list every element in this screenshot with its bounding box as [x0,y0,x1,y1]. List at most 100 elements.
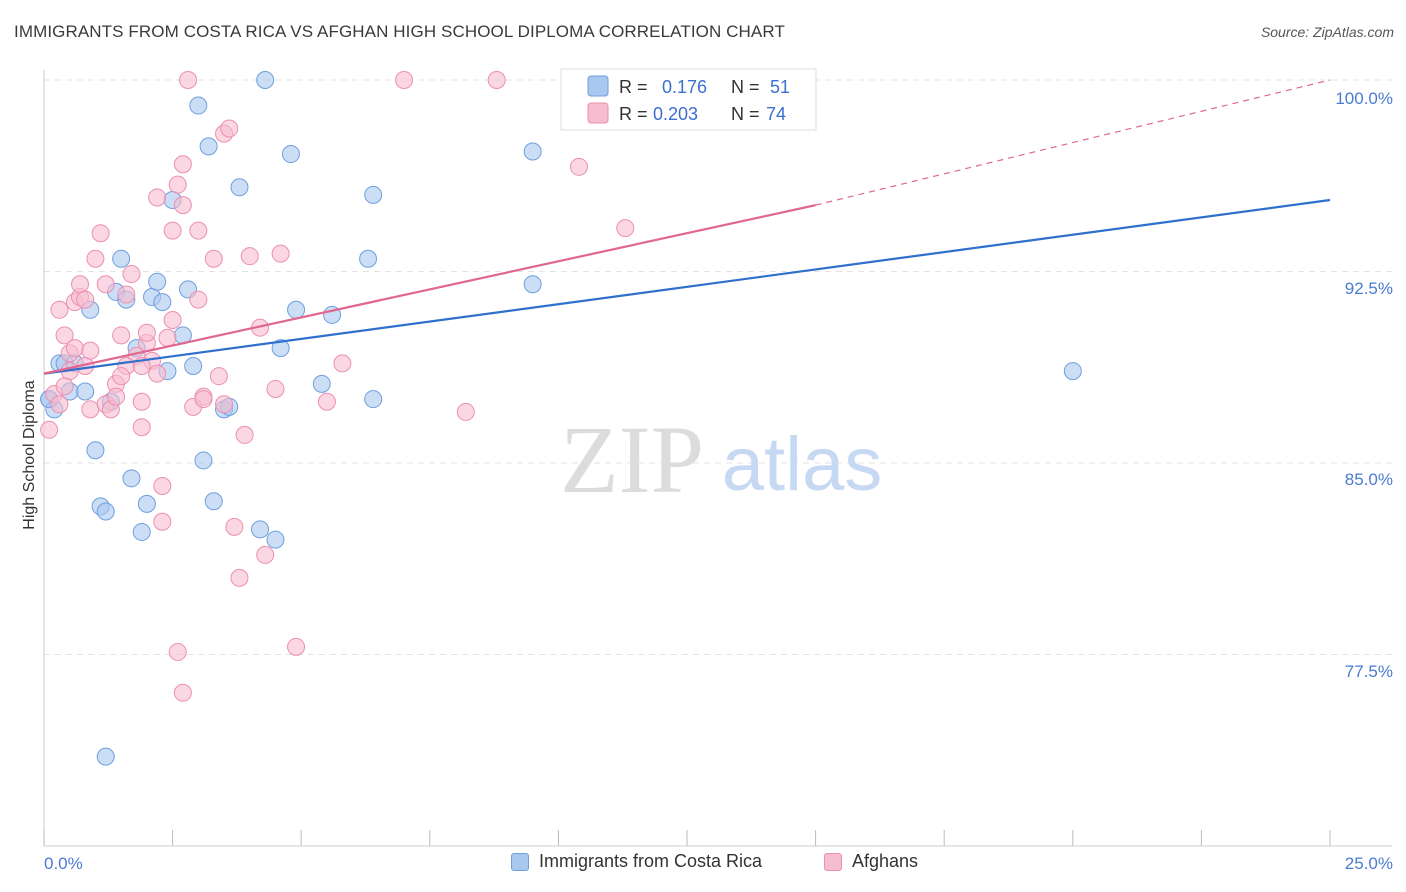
point-afghans [107,387,126,406]
point-costa-rica [251,520,270,539]
point-costa-rica [86,441,105,460]
legend-r-value-pink: 0.203 [653,104,698,124]
point-costa-rica [230,178,249,197]
point-costa-rica [122,469,141,488]
point-costa-rica [281,145,300,164]
point-afghans [112,367,131,386]
watermark: ZIP atlas [560,406,882,513]
point-costa-rica [364,390,383,409]
point-costa-rica [112,249,131,268]
point-afghans [189,290,208,309]
legend-swatch-blue [587,75,609,97]
x-tick-label-min: 0.0% [44,854,83,873]
legend-n-value-blue: 51 [770,77,790,97]
point-afghans [173,683,192,702]
series-afghans-points [40,71,635,702]
point-afghans [71,275,90,294]
point-afghans [256,545,275,564]
point-afghans [148,188,167,207]
watermark-atlas: atlas [722,422,883,507]
point-afghans [55,326,74,345]
x-tick-label-max: 25.0% [1345,854,1393,873]
point-afghans [158,328,177,347]
trend-line-afghans-extension [815,79,1331,206]
point-afghans [76,290,95,309]
point-afghans [81,400,100,419]
point-afghans [204,249,223,268]
legend-swatch-costa-rica [511,852,529,871]
point-afghans [173,196,192,215]
point-costa-rica [184,356,203,375]
legend-r-value-blue: 0.176 [662,77,707,97]
legend-label-costa-rica: Immigrants from Costa Rica [539,851,763,871]
point-costa-rica [1063,362,1082,381]
source-credit: Source: ZipAtlas.com [1260,24,1394,40]
point-costa-rica [96,747,115,766]
point-afghans [122,265,141,284]
point-afghans [81,341,100,360]
point-costa-rica [199,137,218,156]
legend-r-label-blue: R = [619,77,648,97]
y-tick-label-100: 100.0% [1335,89,1393,108]
point-afghans [215,395,234,414]
point-afghans [220,119,239,138]
point-afghans [271,244,290,263]
point-afghans [163,311,182,330]
point-afghans [173,155,192,174]
point-afghans [153,476,172,495]
trend-line-costa-rica [43,198,1331,375]
point-costa-rica [359,249,378,268]
legend-r-label-pink: R = [619,104,648,124]
stats-legend: R = 0.176 N = 51 R = 0.203 N = 74 [560,68,817,131]
point-afghans [317,392,336,411]
point-costa-rica [523,275,542,294]
point-costa-rica [266,530,285,549]
point-afghans [225,517,244,536]
point-costa-rica [76,382,95,401]
point-costa-rica [137,494,156,513]
point-afghans [153,512,172,531]
point-afghans [132,418,151,437]
point-afghans [569,157,588,176]
point-costa-rica [271,339,290,358]
point-costa-rica [523,142,542,161]
point-afghans [395,71,414,89]
point-afghans [50,395,69,414]
point-costa-rica [148,272,167,291]
point-afghans [40,420,59,439]
point-afghans [65,339,84,358]
point-afghans [96,275,115,294]
point-afghans [50,300,69,319]
legend-swatch-afghans [824,852,842,871]
y-axis-label: High School Diploma [21,380,38,530]
legend-n-label-pink: N = [731,104,760,124]
point-afghans [266,379,285,398]
point-afghans [117,285,136,304]
point-afghans [148,364,167,383]
point-afghans [179,71,198,89]
y-tick-label-85: 85.0% [1345,470,1393,489]
trend-line-afghans [43,204,816,375]
trend-lines [43,79,1331,375]
point-afghans [235,425,254,444]
point-afghans [168,175,187,194]
point-afghans [137,323,156,342]
point-afghans [333,354,352,373]
point-afghans [55,377,74,396]
point-afghans [91,224,110,243]
y-tick-label-77-5: 77.5% [1345,662,1393,681]
legend-item-costa-rica: Immigrants from Costa Rica [511,851,762,872]
legend-n-label-blue: N = [731,77,760,97]
chart-title: IMMIGRANTS FROM COSTA RICA VS AFGHAN HIG… [14,22,785,41]
point-costa-rica [153,293,172,312]
gridlines [44,79,1392,655]
y-tick-label-92-5: 92.5% [1345,279,1393,298]
point-costa-rica [189,96,208,115]
legend-label-afghans: Afghans [852,851,919,871]
point-afghans [168,642,187,661]
point-afghans [616,219,635,238]
bottom-legend: Immigrants from Costa Rica Afghans [0,851,1406,879]
point-costa-rica [312,374,331,393]
point-afghans [240,247,259,266]
